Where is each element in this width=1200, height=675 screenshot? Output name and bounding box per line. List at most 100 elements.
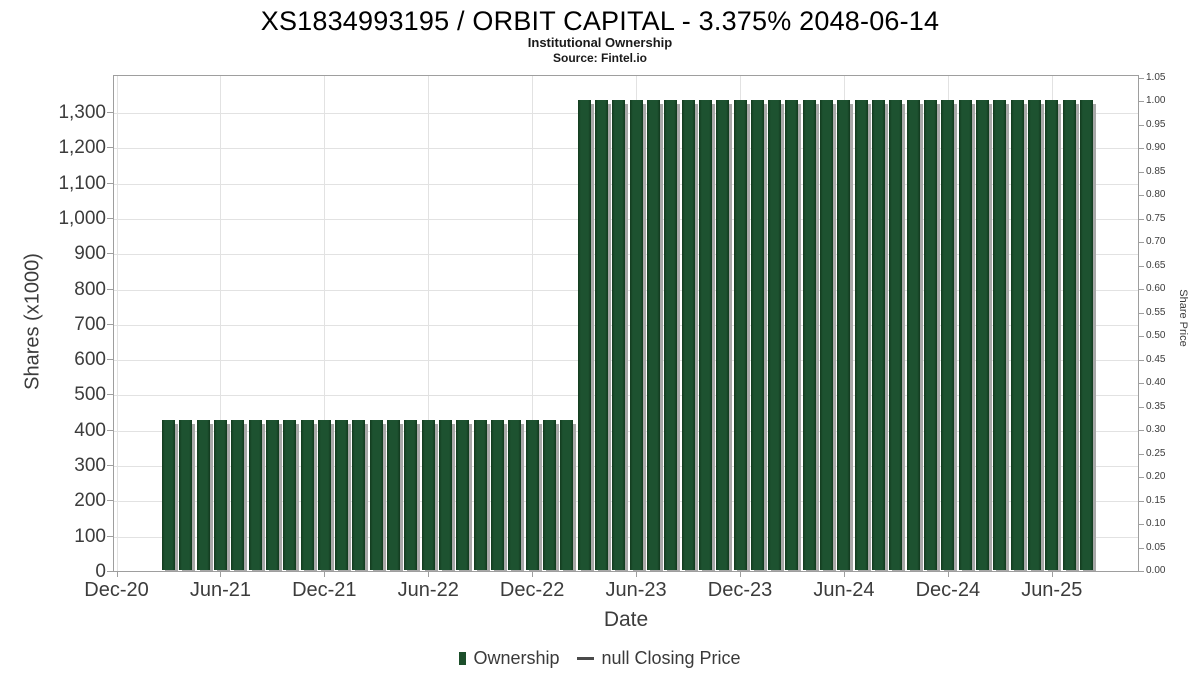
- ownership-bar[interactable]: [993, 100, 1007, 570]
- left-tick-mark: [107, 465, 113, 467]
- x-tick-label: Jun-25: [1021, 579, 1083, 601]
- left-tick-mark: [107, 112, 113, 113]
- left-tick-label: 400: [74, 419, 106, 441]
- ownership-bar[interactable]: [335, 420, 349, 570]
- ownership-bar[interactable]: [317, 420, 331, 570]
- ownership-bar[interactable]: [958, 100, 972, 570]
- x-axis-title: Date: [603, 608, 649, 631]
- h-gridline: [114, 254, 1138, 256]
- ownership-bar[interactable]: [439, 420, 453, 570]
- right-tick-mark: [1139, 383, 1144, 385]
- ownership-bar[interactable]: [750, 100, 764, 570]
- ownership-bar[interactable]: [594, 100, 608, 570]
- right-tick-mark: [1139, 547, 1144, 549]
- ownership-bar[interactable]: [179, 420, 193, 570]
- ownership-bar[interactable]: [802, 100, 816, 570]
- right-tick-mark: [1139, 453, 1144, 455]
- ownership-bar[interactable]: [213, 420, 227, 570]
- ownership-bar[interactable]: [456, 420, 470, 570]
- ownership-bar[interactable]: [196, 420, 210, 570]
- ownership-bar[interactable]: [612, 100, 626, 570]
- ownership-bar[interactable]: [491, 420, 505, 570]
- right-tick-label: 0.80: [1146, 189, 1166, 201]
- x-tick-mark: [740, 572, 742, 577]
- ownership-bar[interactable]: [560, 420, 574, 570]
- ownership-bar[interactable]: [733, 100, 747, 570]
- ownership-bar[interactable]: [681, 100, 695, 570]
- left-tick-label: 800: [74, 278, 106, 300]
- ownership-bar[interactable]: [231, 420, 245, 570]
- ownership-bar[interactable]: [785, 100, 799, 570]
- ownership-bar[interactable]: [1027, 100, 1041, 570]
- h-gridline: [114, 395, 1138, 397]
- ownership-bar[interactable]: [837, 100, 851, 570]
- h-gridline: [114, 536, 1138, 538]
- right-tick-mark: [1139, 500, 1144, 502]
- ownership-bar[interactable]: [768, 100, 782, 570]
- h-gridline: [114, 183, 1138, 185]
- ownership-bar[interactable]: [889, 100, 903, 570]
- ownership-bar[interactable]: [872, 100, 886, 570]
- x-tick-mark: [116, 572, 118, 577]
- right-tick-label: 0.10: [1146, 518, 1166, 530]
- left-tick-label: 1,100: [58, 172, 106, 194]
- right-tick-label: 0.00: [1146, 565, 1166, 576]
- ownership-bar[interactable]: [161, 420, 175, 570]
- ownership-bar[interactable]: [543, 420, 556, 570]
- ownership-bar[interactable]: [508, 420, 522, 570]
- legend-item-ownership[interactable]: Ownership: [459, 648, 559, 669]
- left-tick-label: 1,000: [58, 207, 106, 229]
- left-tick-mark: [107, 182, 113, 184]
- legend-item-closing-price[interactable]: null Closing Price: [566, 648, 741, 669]
- left-tick-mark: [107, 500, 113, 502]
- left-tick-label: 0: [95, 561, 106, 582]
- ownership-bar[interactable]: [646, 100, 660, 570]
- right-tick-mark: [1139, 171, 1144, 173]
- ownership-bar[interactable]: [1045, 100, 1059, 570]
- ownership-bar[interactable]: [1010, 100, 1024, 570]
- ownership-bar[interactable]: [387, 420, 401, 570]
- h-gridline: [114, 501, 1138, 503]
- ownership-bar[interactable]: [283, 420, 297, 570]
- ownership-bar[interactable]: [854, 100, 868, 570]
- right-tick-label: 0.20: [1146, 471, 1166, 483]
- chart-title: XS1834993195 / ORBIT CAPITAL - 3.375% 20…: [260, 6, 940, 36]
- ownership-bar[interactable]: [577, 100, 591, 570]
- x-tick-mark: [532, 572, 534, 577]
- ownership-bar[interactable]: [941, 100, 955, 570]
- ownership-bar[interactable]: [300, 420, 314, 570]
- ownership-bar[interactable]: [924, 100, 938, 570]
- ownership-bar[interactable]: [716, 100, 730, 570]
- v-gridline: [324, 76, 326, 571]
- ownership-bar[interactable]: [664, 100, 678, 570]
- ownership-bar[interactable]: [1079, 100, 1093, 570]
- h-gridline: [114, 113, 1138, 114]
- ownership-bar[interactable]: [820, 100, 834, 570]
- ownership-bar[interactable]: [976, 100, 989, 570]
- ownership-bar[interactable]: [248, 420, 262, 570]
- left-tick-mark: [107, 253, 113, 255]
- ownership-bar[interactable]: [698, 100, 712, 570]
- x-tick-label: Dec-24: [915, 579, 981, 601]
- x-tick-label: Jun-24: [813, 579, 875, 601]
- right-tick-mark: [1139, 289, 1144, 291]
- right-tick-label: 0.60: [1146, 283, 1166, 295]
- ownership-bar[interactable]: [629, 100, 643, 570]
- right-tick-mark: [1139, 406, 1144, 408]
- left-tick-label: 1,200: [58, 137, 106, 159]
- ownership-bar[interactable]: [404, 420, 418, 570]
- right-tick-label: 0.15: [1146, 494, 1166, 506]
- ownership-bar[interactable]: [421, 420, 435, 570]
- right-tick-mark: [1139, 242, 1144, 244]
- left-tick-label: 500: [74, 384, 106, 406]
- ownership-bar[interactable]: [265, 420, 279, 570]
- ownership-bar[interactable]: [906, 100, 920, 570]
- ownership-bar[interactable]: [352, 420, 366, 570]
- x-tick-mark: [636, 572, 638, 577]
- h-gridline: [114, 466, 1138, 468]
- ownership-bar[interactable]: [473, 420, 487, 570]
- x-tick-label: Dec-23: [707, 579, 773, 601]
- ownership-bar[interactable]: [525, 420, 539, 570]
- ownership-bar[interactable]: [369, 420, 383, 570]
- ownership-bar[interactable]: [1062, 100, 1076, 570]
